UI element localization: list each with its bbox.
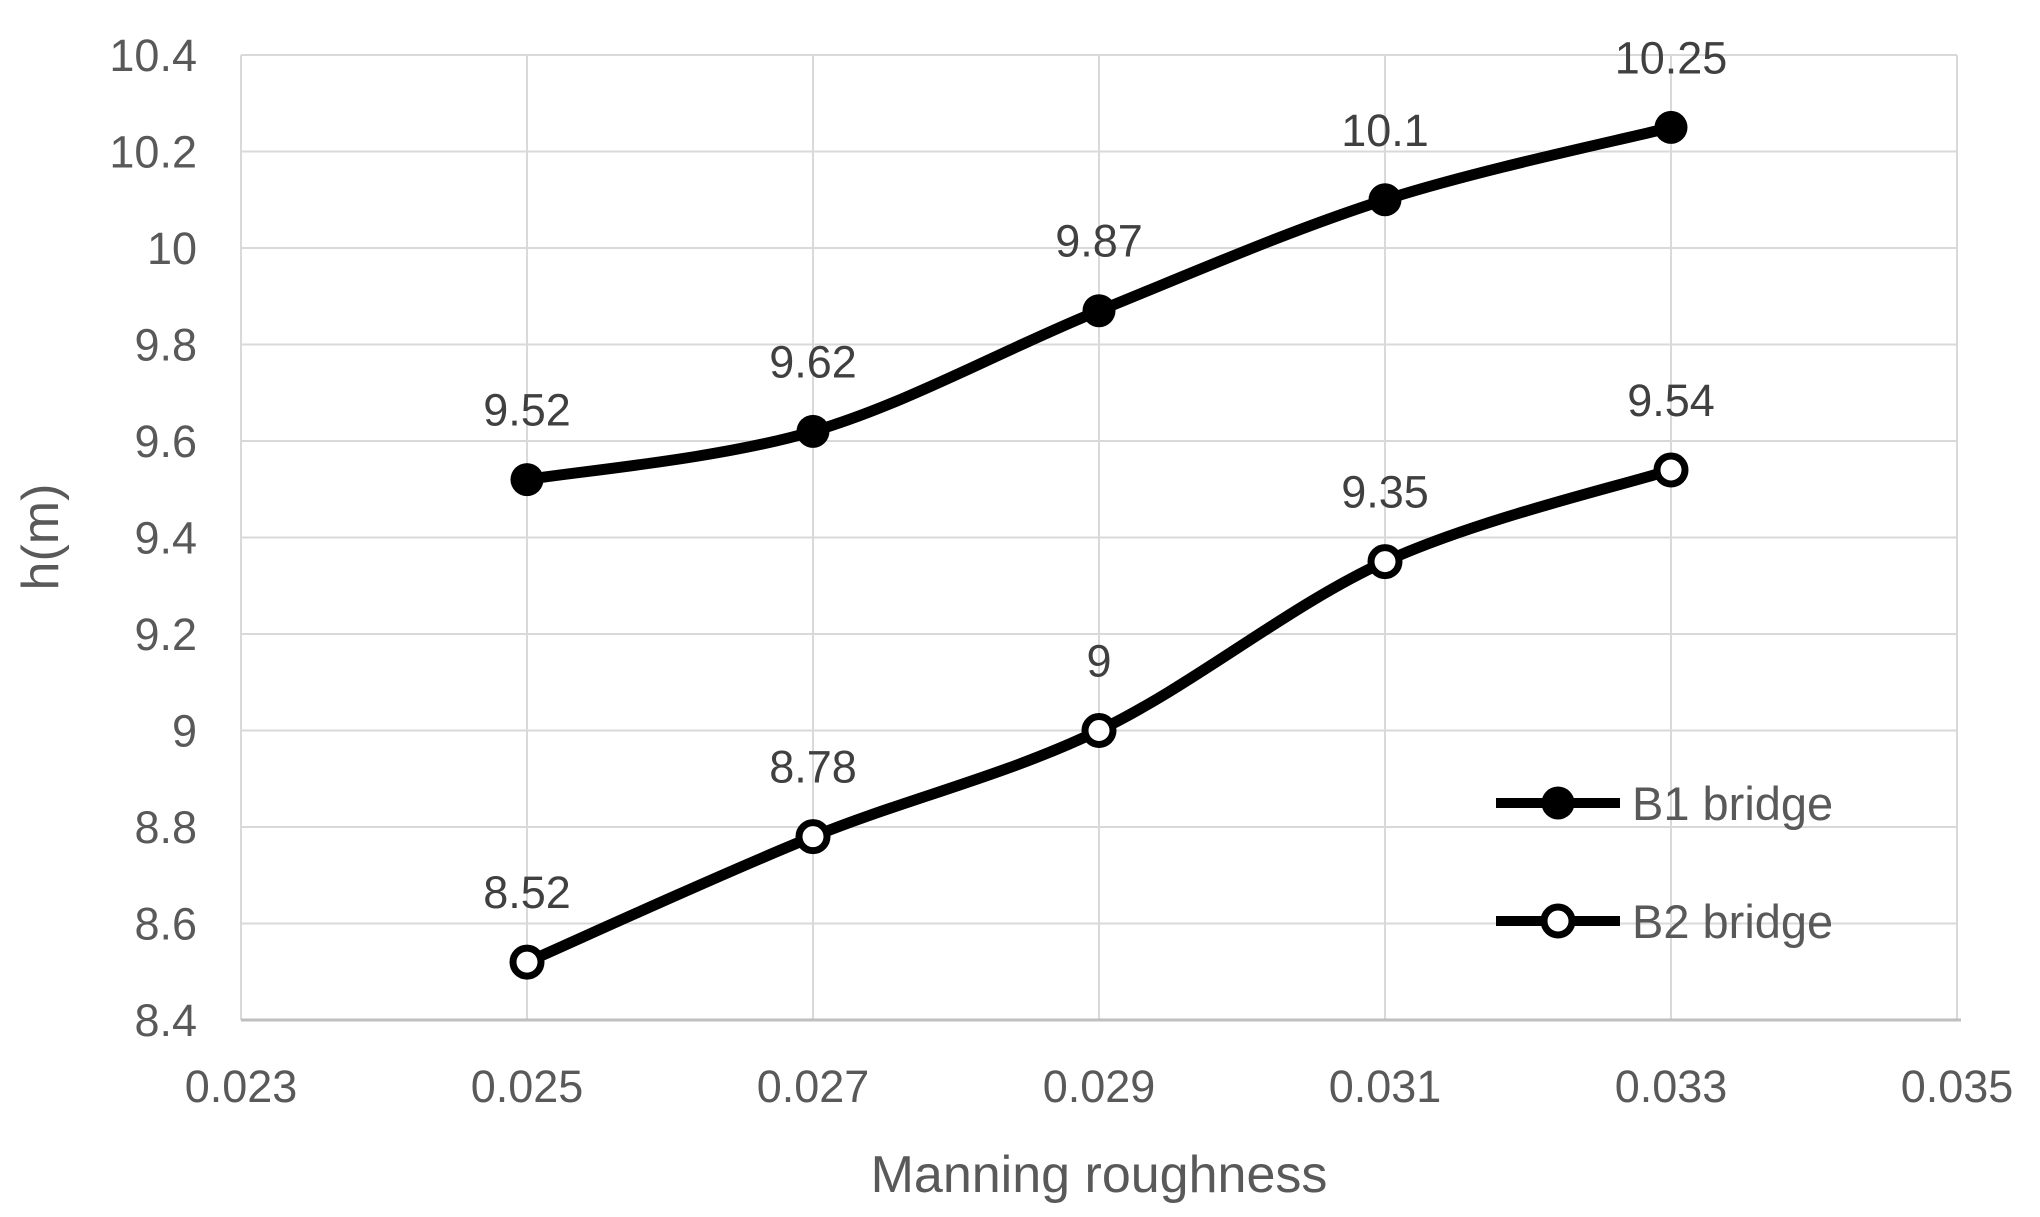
y-tick-label: 9.2: [134, 609, 197, 660]
data-label-b1-bridge: 9.62: [769, 336, 857, 387]
y-tick-label: 9.6: [134, 416, 197, 467]
data-point-b2-bridge: [509, 944, 545, 980]
y-axis-title: h(m): [12, 484, 70, 591]
data-points: [509, 110, 1689, 980]
data-label-b1-bridge: 9.52: [483, 385, 571, 436]
y-tick-label: 10.4: [109, 30, 197, 81]
legend: B1 bridge B2 bridge: [1496, 777, 1833, 948]
legend-marker-b2-bridge: [1540, 903, 1576, 939]
data-point-b1-bridge: [510, 463, 544, 497]
data-label-b1-bridge: 9.87: [1055, 216, 1143, 267]
data-point-b2-bridge: [1081, 713, 1117, 748]
x-tick-label: 0.023: [185, 1061, 298, 1112]
data-label-b1-bridge: 10.25: [1615, 32, 1728, 83]
data-label-b1-bridge: 10.1: [1341, 105, 1429, 156]
data-point-b2-bridge: [1367, 544, 1403, 580]
y-tick-label: 9: [172, 706, 197, 757]
data-point-b1-bridge: [1654, 110, 1688, 144]
y-tick-label: 8.8: [134, 802, 197, 853]
gridlines: [240, 54, 1958, 1021]
data-point-b2-bridge: [795, 819, 831, 855]
data-point-b1-bridge: [796, 414, 830, 448]
y-tick-label: 10: [147, 223, 197, 274]
x-tick-label: 0.035: [1901, 1061, 2014, 1112]
data-labels: 9.52 9.62 9.87 10.1 10.25 8.52 8.78 9 9.35 9.54: [483, 32, 1727, 918]
x-tick-label: 0.031: [1329, 1061, 1442, 1112]
data-label-b2-bridge: 8.52: [483, 867, 571, 918]
data-point-b2-bridge: [1653, 452, 1689, 488]
x-tick-label: 0.027: [757, 1061, 870, 1112]
data-label-b2-bridge: 9: [1086, 636, 1111, 687]
x-tick-label: 0.033: [1615, 1061, 1728, 1112]
y-tick-label: 9.4: [134, 513, 197, 564]
x-axis-title: Manning roughness: [871, 1146, 1328, 1204]
y-tick-label: 10.2: [109, 127, 197, 178]
legend-item-b2-bridge: B2 bridge: [1496, 895, 1833, 948]
y-tick-label: 8.6: [134, 899, 197, 950]
legend-item-b1-bridge: B1 bridge: [1496, 777, 1833, 830]
tick-labels: 0.023 0.025 0.027 0.029 0.031 0.033 0.035 8.4 8.…: [109, 30, 2013, 1112]
data-label-b2-bridge: 9.35: [1341, 467, 1429, 518]
legend-label-b1-bridge: B1 bridge: [1632, 777, 1833, 830]
data-point-b1-bridge: [1082, 294, 1116, 328]
x-tick-label: 0.025: [471, 1061, 584, 1112]
legend-label-b2-bridge: B2 bridge: [1632, 895, 1833, 948]
y-tick-label: 9.8: [134, 320, 197, 371]
x-tick-label: 0.029: [1043, 1061, 1156, 1112]
data-label-b2-bridge: 8.78: [769, 742, 857, 793]
legend-marker-b1-bridge: [1541, 786, 1575, 820]
y-tick-label: 8.4: [134, 995, 197, 1046]
data-label-b2-bridge: 9.54: [1627, 375, 1715, 426]
data-point-b1-bridge: [1368, 183, 1402, 217]
